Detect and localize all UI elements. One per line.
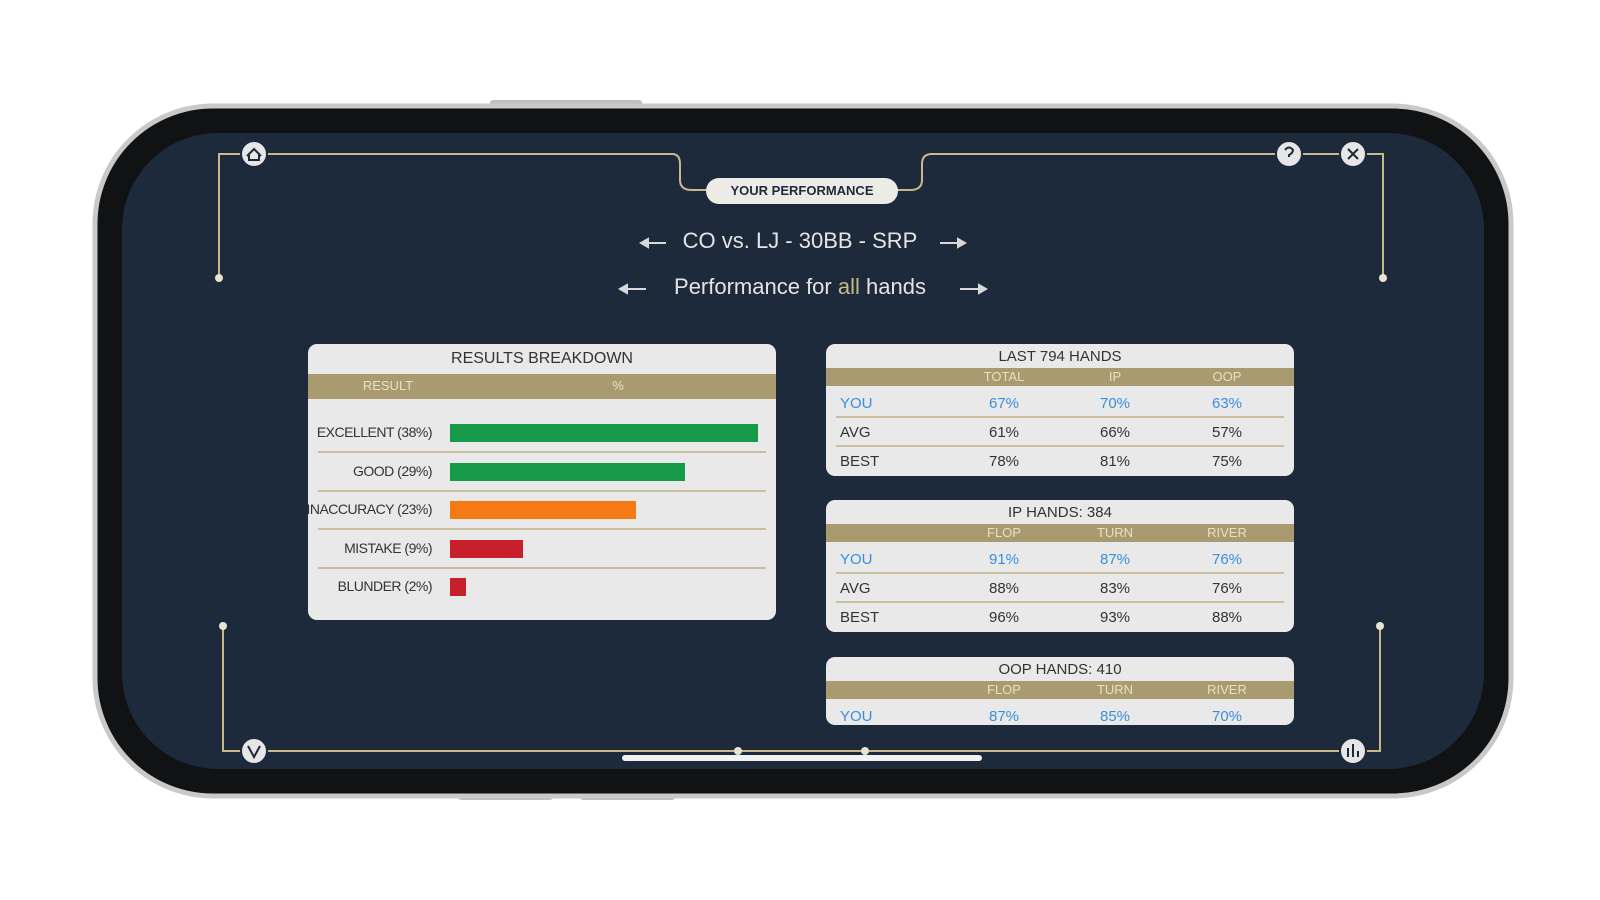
header-band bbox=[826, 681, 1294, 699]
cell: 57% bbox=[1211, 424, 1243, 441]
cell: 91% bbox=[988, 551, 1020, 568]
cell: 75% bbox=[1211, 453, 1243, 470]
stats-table: IP HANDS: 384 FLOP TURN RIVER YOU 91% 87% 76% AV… bbox=[826, 500, 1294, 632]
table-title: OOP HANDS: 410 bbox=[998, 661, 1122, 678]
row-label: AVG bbox=[840, 580, 871, 597]
column-header: RIVER bbox=[1207, 525, 1247, 540]
bar bbox=[450, 539, 523, 558]
column-header: FLOP bbox=[987, 682, 1021, 697]
cell: 88% bbox=[988, 580, 1020, 597]
row-label: YOU bbox=[840, 395, 873, 412]
subtitle: Performance for all hands bbox=[500, 274, 1100, 300]
header-band bbox=[308, 374, 776, 399]
row-rule bbox=[318, 451, 766, 453]
cell: 66% bbox=[1099, 424, 1131, 441]
cell: 70% bbox=[1099, 395, 1131, 412]
row-label: GOOD (29%) bbox=[352, 462, 433, 479]
row-label: BEST bbox=[840, 453, 880, 470]
cell: 87% bbox=[988, 708, 1020, 725]
column-header: OOP bbox=[1212, 369, 1242, 384]
row-label: EXCELLENT (38%) bbox=[316, 424, 433, 440]
panel-title: RESULTS BREAKDOWN bbox=[451, 350, 633, 367]
table-title: IP HANDS: 384 bbox=[1008, 504, 1112, 521]
subtitle-text: Performance for bbox=[674, 274, 832, 299]
row-rule bbox=[318, 566, 766, 569]
cell: 67% bbox=[988, 395, 1020, 412]
row-label: BEST bbox=[840, 609, 880, 626]
stats-table: OOP HANDS: 410 FLOP TURN RIVER YOU 87% 85% 70% bbox=[826, 657, 1294, 725]
row-label: YOU bbox=[840, 708, 873, 725]
row-rule bbox=[318, 489, 766, 492]
table-title: LAST 794 HANDS bbox=[998, 348, 1122, 365]
cell: 96% bbox=[988, 609, 1020, 626]
cell: 70% bbox=[1211, 708, 1243, 725]
subtitle-text: hands bbox=[866, 274, 926, 299]
column-header: TOTAL bbox=[983, 369, 1025, 384]
row-label: YOU bbox=[840, 551, 873, 568]
bar bbox=[450, 578, 467, 596]
cell: 88% bbox=[1211, 609, 1243, 626]
row-label: AVG bbox=[840, 424, 871, 441]
cell: 85% bbox=[1099, 708, 1131, 725]
row-rule bbox=[836, 445, 1284, 447]
cell: 63% bbox=[1211, 395, 1243, 412]
stats-table: LAST 794 HANDS TOTAL IP OOP YOU 67% 70% 63% AVG 6… bbox=[826, 344, 1294, 476]
bar bbox=[450, 501, 637, 519]
subtitle-highlight: all bbox=[837, 274, 860, 299]
row-rule bbox=[836, 572, 1284, 574]
column-header: FLOP bbox=[987, 525, 1021, 540]
header-band bbox=[826, 524, 1294, 542]
badge: YOUR PERFORMANCE bbox=[730, 183, 874, 198]
row-label: BLUNDER (2%) bbox=[337, 578, 433, 594]
bar bbox=[450, 424, 758, 442]
row-rule bbox=[836, 601, 1284, 603]
row-rule bbox=[836, 416, 1284, 418]
column-header: RESULT bbox=[362, 378, 414, 393]
spot-title: CO vs. LJ - 30BB - SRP bbox=[682, 228, 918, 253]
header-band bbox=[826, 368, 1294, 386]
column-header: TURN bbox=[1096, 525, 1134, 540]
row-label: MISTAKE (9%) bbox=[344, 539, 432, 556]
column-header: % bbox=[612, 378, 624, 393]
cell: 81% bbox=[1099, 453, 1131, 470]
cell: 93% bbox=[1099, 609, 1131, 626]
cell: 76% bbox=[1211, 551, 1243, 568]
bar bbox=[450, 462, 686, 481]
cell: 78% bbox=[988, 453, 1020, 470]
results-panel: RESULTS BREAKDOWN RESULT% EXCELLENT (38%) G… bbox=[308, 344, 776, 620]
column-header: RIVER bbox=[1207, 682, 1247, 697]
cell: 87% bbox=[1099, 551, 1131, 568]
column-header: IP bbox=[1108, 369, 1122, 384]
row-rule bbox=[318, 528, 766, 530]
cell: 83% bbox=[1099, 580, 1131, 597]
cell: 61% bbox=[988, 424, 1020, 441]
row-label: INACCURACY (23%) bbox=[308, 501, 432, 517]
column-header: TURN bbox=[1096, 682, 1134, 697]
cell: 76% bbox=[1211, 580, 1243, 597]
